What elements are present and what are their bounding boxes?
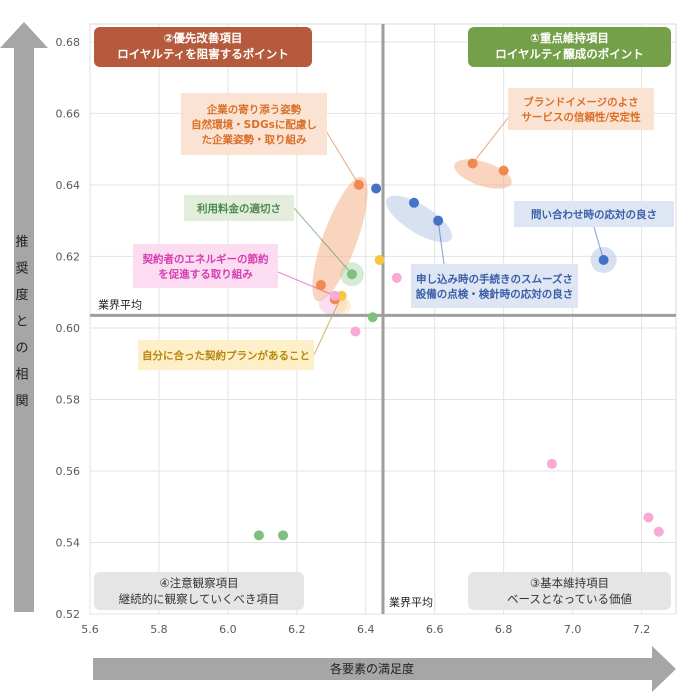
x-average-label: 業界平均: [389, 596, 433, 609]
data-point-blue: [433, 215, 444, 226]
leader-corporate: [322, 125, 360, 186]
annotation-box-brand: [508, 88, 654, 130]
data-point-pink: [643, 512, 654, 523]
quadrant-subtitle-q4: 継続的に観察していくべき項目: [119, 592, 280, 606]
y-axis-label: 推奨度との相関: [15, 235, 28, 409]
tick-labels: 5.6 5.8 6.0 6.2 6.4 6.6 6.8 7.0 7.2 0.52 0.54 0.56 0…: [56, 36, 651, 636]
data-point-orange: [353, 179, 364, 190]
x-tick-label: 5.8: [150, 623, 168, 636]
quadrant-subtitle-q2: ロイヤルティを阻害するポイント: [117, 47, 288, 61]
annotation-text-price: 利用料金の適切さ: [197, 202, 281, 215]
data-point-pink: [391, 272, 402, 283]
x-axis-arrow: [93, 646, 676, 692]
y-tick-label: 0.60: [56, 322, 81, 335]
y-average-label: 業界平均: [98, 298, 142, 311]
data-point-blue: [371, 183, 382, 194]
x-tick-label: 7.2: [633, 623, 651, 636]
annotation-text-energy: を促進する取り組み: [158, 268, 253, 281]
quadrant-title-q1: ①重点維持項目: [530, 31, 609, 45]
x-axis-label: 各要素の満足度: [330, 661, 414, 676]
y-tick-label: 0.64: [56, 179, 81, 192]
x-tick-label: 6.0: [219, 623, 237, 636]
y-axis-label-char: 推: [15, 235, 28, 250]
corporate-cluster: [312, 176, 368, 302]
annotation-box-energy: [133, 244, 278, 288]
y-axis-label-char: 相: [15, 368, 28, 383]
data-point-orange: [467, 158, 478, 169]
annotation-box-application: [411, 264, 578, 308]
quadrant-title-q2: ②優先改善項目: [164, 31, 243, 45]
y-tick-label: 0.54: [56, 536, 81, 549]
y-axis-label-char: 度: [15, 287, 28, 303]
y-tick-label: 0.52: [56, 608, 81, 621]
application-cluster: [385, 195, 453, 243]
annotation-text-corporate: 自然環境・SDGsに配慮し: [191, 118, 317, 131]
y-axis-label-char: と: [15, 315, 28, 330]
x-tick-label: 6.6: [426, 623, 444, 636]
data-point-pink: [329, 290, 340, 301]
quadrant-box-q2: [94, 27, 312, 67]
data-point-orange: [315, 280, 326, 291]
data-point-pink: [653, 526, 664, 537]
x-tick-label: 6.8: [495, 623, 513, 636]
annotation-box-inquiry: [514, 201, 674, 227]
data-point-pink: [350, 326, 361, 337]
data-point-pink: [546, 458, 557, 469]
quadrant-box-q1: [468, 27, 671, 67]
leader-plan: [313, 295, 343, 356]
data-point-yellow: [374, 255, 385, 265]
data-point-orange: [498, 165, 509, 176]
quadrant-subtitle-q1: ロイヤルティ醸成のポイント: [495, 47, 643, 61]
data-point-blue: [409, 197, 420, 208]
data-point-green: [346, 269, 357, 280]
data-point-blue: [598, 255, 609, 265]
data-point-green: [278, 530, 289, 541]
data-point-green: [253, 530, 264, 541]
annotation-text-energy: 契約者のエネルギーの節約: [142, 253, 269, 266]
quadrant-title-q3: ③基本維持項目: [530, 576, 609, 590]
annotation-text-corporate: 企業の寄り添う姿勢: [206, 103, 302, 116]
y-tick-label: 0.66: [56, 107, 81, 120]
quadrant-subtitle-q3: ベースとなっている価値: [507, 592, 633, 606]
y-tick-label: 0.56: [56, 465, 81, 478]
annotation-text-brand: ブランドイメージのよさ: [523, 96, 638, 109]
y-tick-label: 0.68: [56, 36, 81, 49]
y-axis-arrow: [0, 22, 48, 612]
x-tick-label: 5.6: [81, 623, 99, 636]
annotation-text-plan: 自分に合った契約プランがあること: [142, 349, 310, 362]
data-point-yellow: [336, 290, 347, 301]
annotation-leaders: [277, 117, 605, 356]
quadrant-title-q4: ④注意観察項目: [159, 576, 238, 590]
y-tick-label: 0.62: [56, 250, 81, 263]
y-axis-label-char: 関: [15, 394, 28, 409]
leader-brand: [472, 117, 509, 164]
annotation-text-inquiry: 問い合わせ時の応対の良さ: [531, 208, 657, 221]
annotation-box-price: [184, 195, 294, 221]
x-tick-label: 6.2: [288, 623, 306, 636]
annotation-box-corporate: [181, 93, 327, 155]
leader-inquiry: [593, 226, 605, 261]
data-points: [253, 158, 664, 541]
annotation-text-application: 設備の点検・検針時の応対の良さ: [416, 288, 574, 301]
leader-application: [437, 220, 445, 265]
x-tick-label: 7.0: [564, 623, 582, 636]
annotation-text-brand: サービスの信頼性/安定性: [521, 111, 641, 124]
data-point-green: [367, 312, 378, 323]
x-tick-label: 6.4: [357, 623, 375, 636]
y-tick-label: 0.58: [56, 393, 81, 406]
quadrant-box-q3: [468, 572, 671, 610]
annotation-box-plan: [138, 340, 314, 370]
quadrant-box-q4: [94, 572, 304, 610]
leader-price: [293, 207, 353, 275]
y-axis-label-char: 奨: [15, 262, 28, 277]
annotation-text-application: 申し込み時の手続きのスムーズさ: [416, 273, 573, 286]
brand-cluster: [454, 159, 512, 189]
annotation-text-corporate: た企業姿勢・取り組み: [202, 133, 307, 146]
y-axis-label-char: の: [15, 341, 28, 356]
leader-energy: [277, 271, 335, 297]
